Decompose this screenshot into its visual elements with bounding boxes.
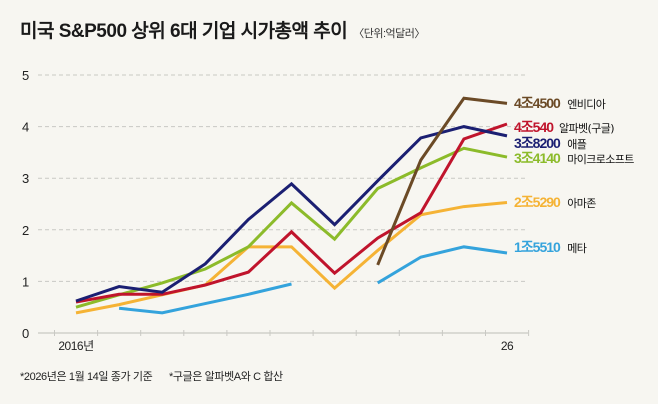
series-value-label: 2조5290 [514,194,561,210]
footnotes: *2026년은 1월 14일 종가 기준 *구글은 알파벳A와 C 합산 [20,368,297,384]
series-name-label: 엔비디아 [567,98,606,111]
y-tick-label: 5 [22,68,29,83]
series-name-label: 애플 [567,138,587,151]
x-tick-label: 26 [501,339,514,353]
y-tick-label: 4 [22,120,29,135]
series-value-label: 3조8200 [514,135,561,151]
series-value-label: 1조5510 [514,239,561,255]
y-tick-label: 0 [22,326,29,341]
series-line-메타 [376,245,508,285]
series-line-마이크로소프트 [75,146,508,309]
series-line-엔비디아 [376,96,508,266]
series-name-label: 마이크로소프트 [567,153,634,166]
unit-label: 〈단위:억달러〉 [353,28,425,40]
series-line-애플 [75,125,508,303]
y-tick-label: 3 [22,171,29,186]
chart-title: 미국 S&P500 상위 6대 기업 시가총액 추이 〈단위:억달러〉 [20,16,425,43]
series-line-아마존 [75,200,508,315]
footnote-2: *구글은 알파벳A와 C 합산 [168,371,283,383]
x-tick-label: 2016년 [58,339,93,353]
series-line-알파벳(구글) [75,122,508,304]
series-value-label: 4조540 [514,119,554,135]
series-name-label: 아마존 [567,197,596,210]
y-tick-label: 2 [22,223,29,238]
y-tick-label: 1 [22,274,29,289]
series-value-label: 3조4140 [514,150,561,166]
chart-title-text: 미국 S&P500 상위 6대 기업 시가총액 추이 [20,21,348,42]
footnote-1: *2026년은 1월 14일 종가 기준 [20,371,153,383]
series-value-label: 4조4500 [514,95,561,111]
series-line-메타 [118,282,292,315]
series-name-label: 알파벳(구글) [559,121,614,135]
series-name-label: 메타 [567,242,587,255]
